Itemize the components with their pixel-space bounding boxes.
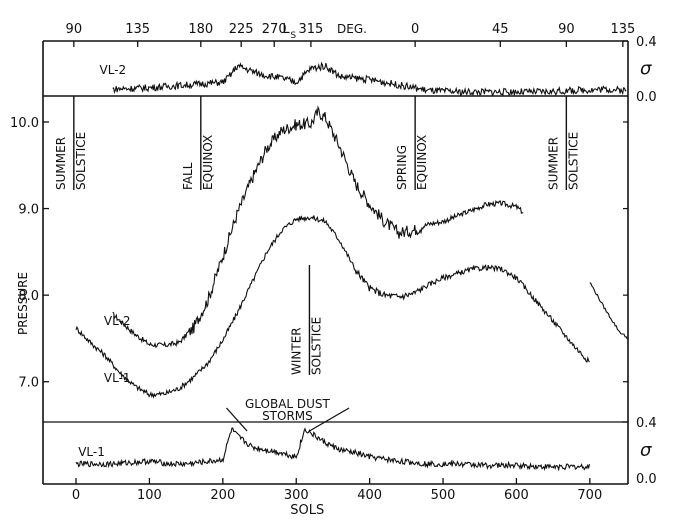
pressure-tick-label-3: 10.0 (10, 116, 39, 131)
ls-tick-label-5: 315 (298, 22, 323, 37)
left-pressure-axis: 7.0 8.0 9.0 10.0 PRESSURE (10, 116, 49, 391)
ls-tick-label-7: 45 (492, 22, 509, 37)
sigma-upper-label-base: 0.0 (636, 90, 657, 105)
series-label-vl1-pressure: VL-1 (104, 371, 131, 385)
summer-solstice-1-label-line2: SOLSTICE (74, 132, 88, 190)
sols-axis-label: SOLS (290, 503, 324, 518)
event-markers: SUMMER SOLSTICE FALL EQUINOX SPRING EQUINOX SU… (54, 96, 580, 432)
series-sigma-upper-vl-2 (112, 61, 627, 97)
sigma-lower-symbol: σ (640, 440, 652, 461)
series-pressure-segment-vl-2 (589, 282, 628, 340)
ls-tick-label-0: 90 (66, 22, 83, 37)
sigma-upper-symbol: σ (640, 59, 652, 80)
pressure-tick-label-1: 8.0 (18, 289, 39, 304)
spring-equinox-label-line2: EQUINOX (415, 135, 429, 190)
series-label-vl2-pressure: VL-2 (104, 314, 131, 328)
sols-tick-label-4: 400 (357, 488, 382, 503)
spring-equinox-label-line1: SPRING (395, 145, 409, 190)
dust-label-line2: STORMS (262, 409, 313, 423)
sols-tick-label-0: 0 (72, 488, 80, 503)
winter-solstice-label-line2: SOLSTICE (309, 317, 323, 375)
sols-tick-label-7: 700 (577, 488, 602, 503)
series-labels: VL-2 VL-2 VL-1 VL-1 (78, 63, 130, 459)
pressure-tick-label-0: 7.0 (18, 376, 39, 391)
sols-tick-label-2: 200 (210, 488, 235, 503)
fall-equinox-label-line2: EQUINOX (201, 135, 215, 190)
pressure-axis-label: PRESSURE (16, 272, 30, 335)
ls-axis-unit: DEG. (337, 22, 367, 36)
series-sigma-lower-vl-1 (75, 427, 591, 472)
ls-tick-label-4: 270 (262, 22, 287, 37)
sols-tick-label-3: 300 (284, 488, 309, 503)
dust-label-line1: GLOBAL DUST (245, 397, 331, 411)
ls-axis-label-sub: S (290, 31, 296, 41)
summer-solstice-1-label-line1: SUMMER (54, 137, 68, 190)
sigma-lower-label-base: 0.0 (636, 472, 657, 487)
series-label-vl1-sigma: VL-1 (78, 445, 105, 459)
pressure-tick-label-2: 9.0 (18, 203, 39, 218)
dust-arrow-right (309, 407, 350, 432)
sigma-lower-label-top: 0.4 (636, 416, 657, 431)
series-layer (75, 61, 628, 472)
sols-tick-label-1: 100 (137, 488, 162, 503)
summer-solstice-2-label-line1: SUMMER (546, 137, 560, 190)
dust-arrow-left (226, 407, 248, 432)
ls-tick-label-2: 180 (188, 22, 213, 37)
sigma-upper-label-top: 0.4 (636, 35, 657, 50)
sigma-axes: 0.4 0.0 σ 0.4 0.0 σ (622, 35, 657, 487)
series-pressure-vl-2 (112, 105, 524, 349)
bottom-sols-axis: 0 100 200 300 400 500 600 700 SOLS (72, 478, 602, 518)
ls-tick-label-3: 225 (229, 22, 254, 37)
fall-equinox-label-line1: FALL (181, 162, 195, 190)
ls-axis-label: L (282, 22, 290, 37)
top-ls-axis: 90 135 180 225 270 315 0 45 90 135 L S DEG. (66, 22, 635, 47)
plot-frame (42, 40, 629, 485)
winter-solstice-label-line1: WINTER (289, 327, 303, 375)
series-label-vl2-sigma: VL-2 (100, 63, 127, 77)
ls-tick-label-8: 90 (558, 22, 575, 37)
sols-tick-label-6: 600 (504, 488, 529, 503)
ls-tick-label-1: 135 (125, 22, 150, 37)
ls-tick-label-9: 135 (610, 22, 635, 37)
ls-tick-label-6: 0 (411, 22, 419, 37)
summer-solstice-2-label-line2: SOLSTICE (566, 132, 580, 190)
series-pressure-vl-1 (75, 215, 590, 399)
sols-tick-label-5: 500 (431, 488, 456, 503)
